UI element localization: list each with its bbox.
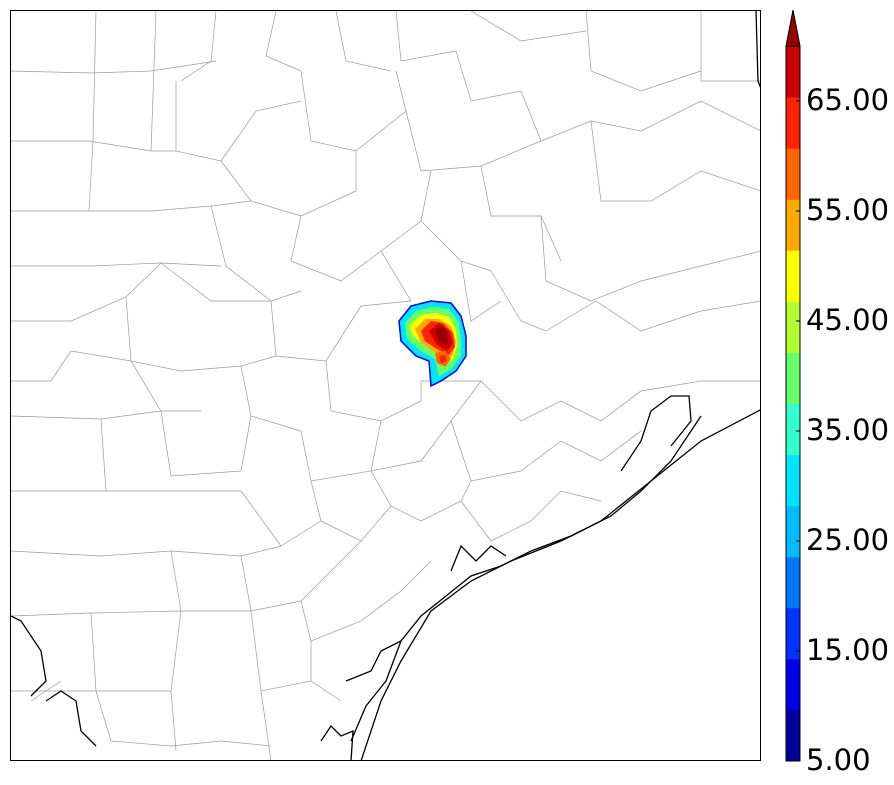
colorbar-segment — [786, 199, 800, 251]
colorbar-tick-45: 45.00 — [806, 303, 890, 337]
county-boundaries — [11, 11, 760, 760]
colorbar-segment — [786, 250, 800, 302]
colorbar-segment — [786, 148, 800, 200]
map-panel — [10, 10, 761, 761]
colorbar — [785, 9, 801, 762]
colorbar-segment — [786, 352, 800, 404]
colorbar-tick-65: 65.00 — [806, 83, 890, 117]
colorbar-segment — [786, 505, 800, 558]
precipitation-cell — [398, 300, 467, 388]
colorbar-segment — [786, 46, 800, 98]
colorbar-tick-35: 35.00 — [806, 413, 890, 447]
colorbar-tick-25: 25.00 — [806, 523, 890, 557]
colorbar-outline — [785, 45, 801, 762]
colorbar-tick-15: 15.00 — [806, 633, 890, 667]
colorbar-segment — [786, 301, 800, 353]
county-map — [11, 11, 760, 760]
colorbar-segment — [786, 658, 800, 711]
colorbar-tick-5: 5.00 — [806, 743, 871, 777]
colorbar-segment — [786, 97, 800, 149]
colorbar-segment — [786, 709, 800, 762]
colorbar-extend-arrow — [785, 9, 801, 47]
coastline — [11, 11, 760, 760]
colorbar-segment — [786, 454, 800, 507]
colorbar-tick-55: 55.00 — [806, 193, 890, 227]
colorbar-segment — [786, 556, 800, 609]
colorbar-segment — [786, 403, 800, 456]
colorbar-segment — [786, 607, 800, 660]
